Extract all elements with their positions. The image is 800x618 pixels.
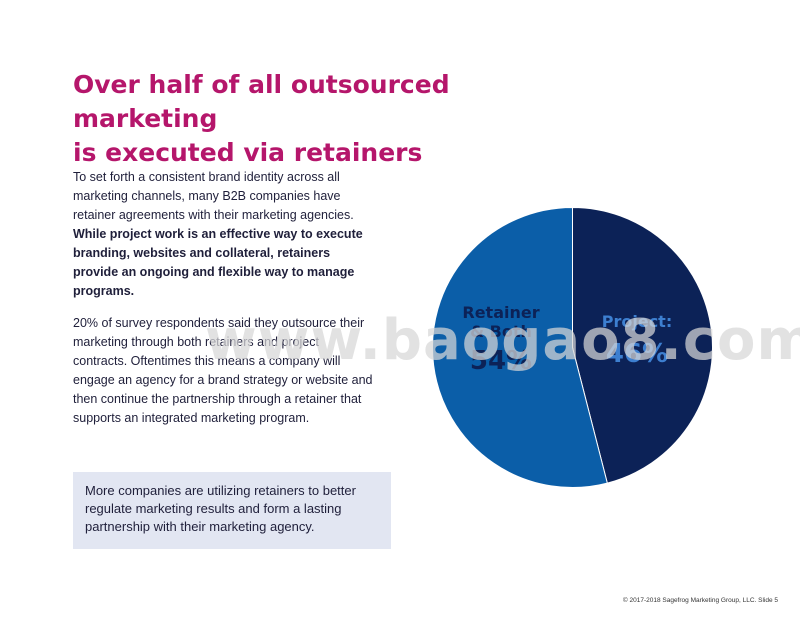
title-line-2: is executed via retainers	[73, 138, 423, 167]
footer-copyright: © 2017-2018 Sagefrog Marketing Group, LL…	[622, 597, 778, 604]
survey-paragraph: 20% of survey respondents said they outs…	[73, 316, 373, 425]
slice-label-retainer: Retainer & Both	[462, 303, 539, 341]
watermark: www.baogao8.com	[205, 308, 800, 373]
intro-text: To set forth a consistent brand identity…	[73, 170, 354, 222]
page-title: Over half of all outsourced marketing is…	[73, 68, 593, 170]
title-line-1: Over half of all outsourced marketing	[73, 70, 450, 133]
slice-value-retainer: 54%	[470, 346, 532, 376]
callout-box: More companies are utilizing retainers t…	[73, 472, 391, 549]
pie-chart: Project: 46% Retainer & Both 54%	[432, 206, 713, 488]
pie-slice-retainer	[432, 206, 608, 488]
intro-emphasis: While project work is an effective way t…	[73, 227, 363, 298]
intro-paragraph: To set forth a consistent brand identity…	[73, 168, 373, 301]
slice-label-project: Project:	[602, 312, 672, 331]
slice-value-project: 46%	[606, 339, 668, 369]
pie-slice-project	[572, 206, 713, 484]
